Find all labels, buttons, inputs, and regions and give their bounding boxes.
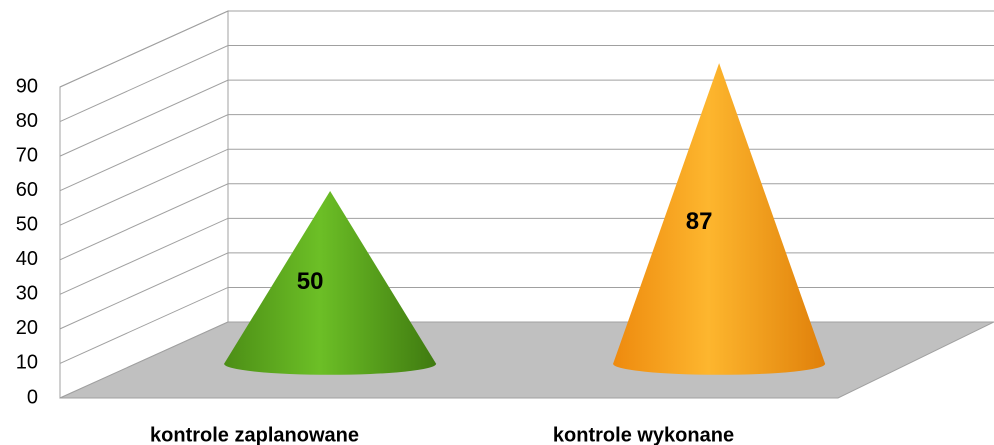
y-tick-label: 30 [16,283,38,305]
x-tick-label: kontrole zaplanowane [150,424,359,445]
x-tick-label: kontrole wykonane [553,424,734,445]
y-tick-label: 80 [16,110,38,132]
grid-line [59,79,994,157]
cone [224,191,437,375]
y-tick-label: 90 [16,75,38,97]
grid-line [59,114,994,192]
y-tick-label: 0 [27,386,38,408]
value-label: 87 [686,208,713,235]
y-tick-label: 40 [16,248,38,270]
value-label: 50 [297,268,324,295]
y-tick-label: 20 [16,317,38,339]
y-tick-label: 70 [16,144,38,166]
cone [613,63,826,375]
y-tick-label: 50 [16,214,38,236]
grid-line [59,10,994,88]
y-tick-label: 60 [16,179,38,201]
y-tick-label: 10 [16,352,38,374]
grid-line [59,45,994,123]
